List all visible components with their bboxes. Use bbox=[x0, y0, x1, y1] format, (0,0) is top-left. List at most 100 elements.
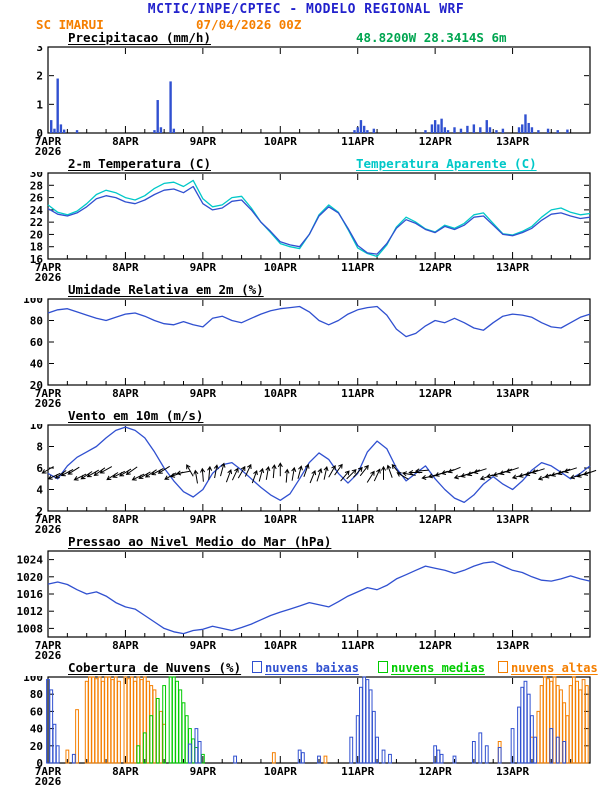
wind-chart: 2 4 6 8 10 7APR 2026 8APR 9APR 10APR 11APR 12APR 13A… bbox=[0, 419, 612, 536]
svg-text:10APR: 10APR bbox=[264, 135, 297, 148]
svg-text:7APR: 7APR bbox=[35, 513, 62, 526]
svg-text:100: 100 bbox=[23, 298, 43, 306]
svg-text:10APR: 10APR bbox=[264, 765, 297, 778]
svg-text:13APR: 13APR bbox=[496, 387, 529, 400]
svg-text:8APR: 8APR bbox=[112, 387, 139, 400]
svg-text:9APR: 9APR bbox=[190, 765, 217, 778]
svg-text:1008: 1008 bbox=[17, 622, 44, 635]
svg-text:8: 8 bbox=[36, 441, 43, 454]
svg-text:10APR: 10APR bbox=[264, 513, 297, 526]
svg-text:2: 2 bbox=[36, 505, 43, 518]
svg-text:1: 1 bbox=[36, 98, 43, 111]
svg-text:80: 80 bbox=[30, 315, 43, 328]
svg-text:9APR: 9APR bbox=[190, 135, 217, 148]
svg-text:8APR: 8APR bbox=[112, 261, 139, 274]
svg-text:20: 20 bbox=[30, 740, 43, 753]
svg-text:12APR: 12APR bbox=[419, 513, 452, 526]
svg-text:7APR: 7APR bbox=[35, 765, 62, 778]
svg-text:13APR: 13APR bbox=[496, 765, 529, 778]
humidity-title: Umidade Relativa em 2m (%) bbox=[68, 282, 264, 297]
svg-text:11APR: 11APR bbox=[341, 765, 374, 778]
precipitation-title: Precipitacao (mm/h) bbox=[68, 30, 211, 45]
svg-text:2026: 2026 bbox=[35, 523, 62, 534]
svg-text:40: 40 bbox=[30, 723, 43, 736]
svg-text:11APR: 11APR bbox=[341, 261, 374, 274]
wind-title-row: Vento em 10m (m/s) bbox=[0, 408, 612, 424]
svg-text:30: 30 bbox=[30, 172, 43, 180]
svg-text:2026: 2026 bbox=[35, 271, 62, 282]
svg-text:28: 28 bbox=[30, 179, 43, 192]
svg-text:26: 26 bbox=[30, 192, 44, 205]
svg-text:4: 4 bbox=[36, 484, 43, 497]
mid-clouds-label: nuvens medias bbox=[391, 661, 485, 675]
svg-text:20: 20 bbox=[30, 228, 43, 241]
high-clouds-label: nuvens altas bbox=[511, 661, 598, 675]
svg-text:12APR: 12APR bbox=[419, 765, 452, 778]
svg-text:13APR: 13APR bbox=[496, 639, 529, 652]
svg-text:7APR: 7APR bbox=[35, 639, 62, 652]
wind-panel: Vento em 10m (m/s) 2 4 6 8 10 7APR 2026 8APR 9AP… bbox=[0, 408, 612, 536]
svg-text:1012: 1012 bbox=[17, 605, 44, 618]
precipitation-title-row: Precipitacao (mm/h) 48.8200W 28.3414S 6m bbox=[0, 30, 612, 46]
svg-text:13APR: 13APR bbox=[496, 135, 529, 148]
temperature-title: 2-m Temperatura (C) bbox=[68, 156, 211, 171]
svg-text:2026: 2026 bbox=[35, 145, 62, 156]
pressure-title-row: Pressao ao Nivel Medio do Mar (hPa) bbox=[0, 534, 612, 550]
svg-text:12APR: 12APR bbox=[419, 639, 452, 652]
svg-text:18: 18 bbox=[30, 241, 43, 254]
svg-text:80: 80 bbox=[30, 688, 43, 701]
svg-text:9APR: 9APR bbox=[190, 387, 217, 400]
svg-text:11APR: 11APR bbox=[341, 513, 374, 526]
svg-text:8APR: 8APR bbox=[112, 513, 139, 526]
svg-text:9APR: 9APR bbox=[190, 261, 217, 274]
wind-title: Vento em 10m (m/s) bbox=[68, 408, 204, 423]
cloud-cover-title: Cobertura de Nuvens (%) bbox=[68, 660, 242, 675]
svg-text:13APR: 13APR bbox=[496, 513, 529, 526]
svg-text:13APR: 13APR bbox=[496, 261, 529, 274]
svg-text:11APR: 11APR bbox=[341, 135, 374, 148]
svg-text:2: 2 bbox=[36, 70, 43, 83]
precipitation-chart: 0 1 2 3 7APR 2026 8APR 9APR 10APR 11APR 12APR 13APR bbox=[0, 41, 612, 158]
humidity-panel: Umidade Relativa em 2m (%) 20 40 60 80 100 7A… bbox=[0, 282, 612, 410]
svg-text:60: 60 bbox=[30, 705, 43, 718]
cloud-cover-panel: Cobertura de Nuvens (%) nuvens baixas nu… bbox=[0, 660, 612, 788]
mid-clouds-swatch-icon bbox=[378, 661, 388, 673]
high-clouds-swatch-icon bbox=[498, 661, 508, 673]
pressure-title: Pressao ao Nivel Medio do Mar (hPa) bbox=[68, 534, 332, 549]
svg-text:1020: 1020 bbox=[17, 571, 44, 584]
cloud-cover-chart: 0 20 40 60 80 100 7APR 2026 8APR 9APR 10APR 11APR 12… bbox=[0, 671, 612, 788]
station-name: SC IMARUI bbox=[36, 17, 104, 32]
temperature-title-row: 2-m Temperatura (C) Temperatura Aparente… bbox=[0, 156, 612, 172]
svg-text:3: 3 bbox=[36, 46, 43, 54]
svg-text:60: 60 bbox=[30, 336, 43, 349]
run-datetime: 07/04/2026 00Z bbox=[196, 17, 302, 32]
svg-text:10APR: 10APR bbox=[264, 639, 297, 652]
legend-high-clouds: nuvens altas bbox=[498, 661, 598, 675]
legend-mid-clouds: nuvens medias bbox=[378, 661, 485, 675]
temperature-chart: 16 18 20 22 24 26 28 30 7APR 2026 8APR 9APR 10APR 11A… bbox=[0, 167, 612, 284]
svg-text:9APR: 9APR bbox=[190, 513, 217, 526]
svg-text:10APR: 10APR bbox=[264, 261, 297, 274]
low-clouds-label: nuvens baixas bbox=[265, 661, 359, 675]
svg-text:20: 20 bbox=[30, 379, 43, 392]
svg-text:8APR: 8APR bbox=[112, 639, 139, 652]
svg-text:16: 16 bbox=[30, 253, 44, 266]
svg-text:1024: 1024 bbox=[17, 554, 44, 567]
svg-text:7APR: 7APR bbox=[35, 261, 62, 274]
svg-text:40: 40 bbox=[30, 358, 43, 371]
svg-text:24: 24 bbox=[30, 204, 44, 217]
svg-text:22: 22 bbox=[30, 216, 43, 229]
svg-text:10: 10 bbox=[30, 424, 43, 432]
svg-text:11APR: 11APR bbox=[341, 387, 374, 400]
svg-text:7APR: 7APR bbox=[35, 387, 62, 400]
humidity-title-row: Umidade Relativa em 2m (%) bbox=[0, 282, 612, 298]
humidity-chart: 20 40 60 80 100 7APR 2026 8APR 9APR 10APR 11APR 12A… bbox=[0, 293, 612, 410]
svg-text:7APR: 7APR bbox=[35, 135, 62, 148]
